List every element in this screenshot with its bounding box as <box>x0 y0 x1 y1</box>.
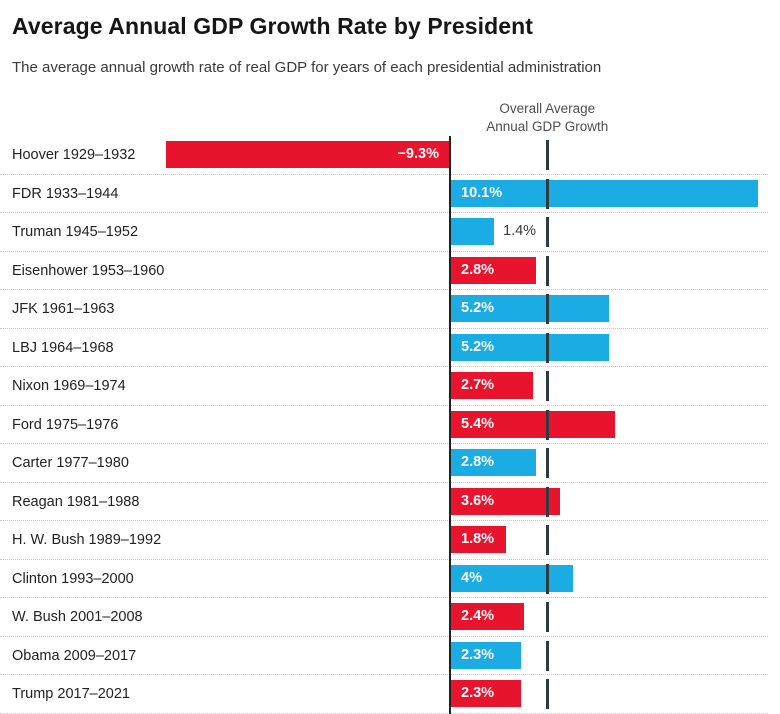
gdp-bar: 2.8% <box>451 256 536 284</box>
chart-row: W. Bush 2001–2008 2.4% <box>0 598 768 637</box>
bar-value-label: −9.3% <box>397 146 439 162</box>
chart-rows: Hoover 1929–1932 −9.3% FDR 1933–1944 10.1% T… <box>0 136 768 714</box>
gdp-bar: 2.3% <box>451 680 521 707</box>
average-line-label-line1: Overall Average <box>499 101 596 116</box>
chart-row: Trump 2017–2021 2.3% <box>0 675 768 714</box>
chart-row: Truman 1945–1952 1.4% <box>0 213 768 252</box>
average-line-segment <box>546 409 549 440</box>
president-label: Hoover 1929–1932 <box>12 147 136 163</box>
average-line-segment <box>546 679 549 709</box>
bar-value-label: 4% <box>461 569 482 586</box>
president-label: Trump 2017–2021 <box>12 686 130 702</box>
bar-value-label: 5.2% <box>461 338 495 355</box>
gdp-bar: 5.2% <box>451 333 609 361</box>
bar-value-label: 1.8% <box>461 531 495 547</box>
chart-row: Eisenhower 1953–1960 2.8% <box>0 252 768 290</box>
average-line-segment <box>546 486 549 517</box>
average-line-segment <box>546 371 549 401</box>
average-line-segment <box>546 178 549 209</box>
average-line-segment <box>546 140 549 170</box>
bar-value-label: 2.4% <box>461 608 495 624</box>
chart-row: Hoover 1929–1932 −9.3% <box>0 136 768 175</box>
gdp-bar: 2.8% <box>451 449 536 476</box>
average-line-segment <box>546 255 549 286</box>
president-label: Carter 1977–1980 <box>12 455 129 471</box>
average-line-segment <box>546 448 549 478</box>
president-label: Obama 2009–2017 <box>12 647 137 664</box>
average-line-label: Overall Average Annual GDP Growth <box>486 100 608 136</box>
chart-subtitle: The average annual growth rate of real G… <box>12 59 602 76</box>
president-label: W. Bush 2001–2008 <box>12 609 143 625</box>
gdp-bar: 5.2% <box>451 295 609 322</box>
bar-value-label: 5.2% <box>461 300 495 316</box>
president-label: Truman 1945–1952 <box>12 224 139 240</box>
gdp-bar: 4% <box>451 564 573 592</box>
bar-value-label: 2.8% <box>461 261 495 278</box>
president-label: Eisenhower 1953–1960 <box>12 262 165 279</box>
gdp-bar: 2.4% <box>451 603 524 630</box>
average-line-label-line2: Annual GDP Growth <box>486 119 609 134</box>
bar-value-label: 2.8% <box>461 454 495 470</box>
bar-value-label: 10.1% <box>461 184 503 201</box>
bar-value-label: 5.4% <box>461 415 495 432</box>
gdp-bar: 3.6% <box>451 487 560 515</box>
bar-value-label: 2.7% <box>461 377 495 393</box>
average-line-segment <box>546 332 549 363</box>
president-label: LBJ 1964–1968 <box>12 339 114 356</box>
president-label: FDR 1933–1944 <box>12 185 119 202</box>
chart-title: Average Annual GDP Growth Rate by Presid… <box>12 13 534 39</box>
chart-row: Obama 2009–2017 2.3% <box>0 637 768 675</box>
chart-row: JFK 1961–1963 5.2% <box>0 290 768 329</box>
gdp-bar: −9.3% <box>166 141 449 168</box>
president-label: Clinton 1993–2000 <box>12 570 134 587</box>
chart-row: LBJ 1964–1968 5.2% <box>0 329 768 367</box>
chart-row: Carter 1977–1980 2.8% <box>0 444 768 483</box>
chart-row: Clinton 1993–2000 4% <box>0 560 768 598</box>
bar-value-label: 1.4% <box>503 223 537 239</box>
chart-row: Reagan 1981–1988 3.6% <box>0 483 768 521</box>
zero-axis-line <box>449 136 451 714</box>
chart-row: Ford 1975–1976 5.4% <box>0 406 768 444</box>
gdp-bar: 2.7% <box>451 372 533 399</box>
chart-row: FDR 1933–1944 10.1% <box>0 175 768 213</box>
average-line-segment <box>546 602 549 632</box>
average-line-segment <box>546 640 549 671</box>
average-line-segment <box>546 294 549 324</box>
gdp-bar <box>451 218 494 245</box>
president-label: Ford 1975–1976 <box>12 416 119 433</box>
bar-value-label: 3.6% <box>461 492 495 509</box>
bar-value-label: 2.3% <box>461 685 495 701</box>
gdp-growth-chart: Overall Average Annual GDP Growth Hoover… <box>0 88 780 714</box>
gdp-bar: 2.3% <box>451 641 521 669</box>
average-line-segment <box>546 563 549 594</box>
average-line-segment <box>546 525 549 555</box>
president-label: Reagan 1981–1988 <box>12 493 140 510</box>
average-line-segment <box>546 217 549 247</box>
president-label: JFK 1961–1963 <box>12 301 115 317</box>
chart-row: H. W. Bush 1989–1992 1.8% <box>0 521 768 560</box>
gdp-bar: 5.4% <box>451 410 615 438</box>
gdp-bar: 1.8% <box>451 526 506 553</box>
gdp-bar: 10.1% <box>451 179 758 207</box>
chart-row: Nixon 1969–1974 2.7% <box>0 367 768 406</box>
president-label: Nixon 1969–1974 <box>12 378 126 394</box>
president-label: H. W. Bush 1989–1992 <box>12 532 162 548</box>
bar-value-label: 2.3% <box>461 646 495 663</box>
